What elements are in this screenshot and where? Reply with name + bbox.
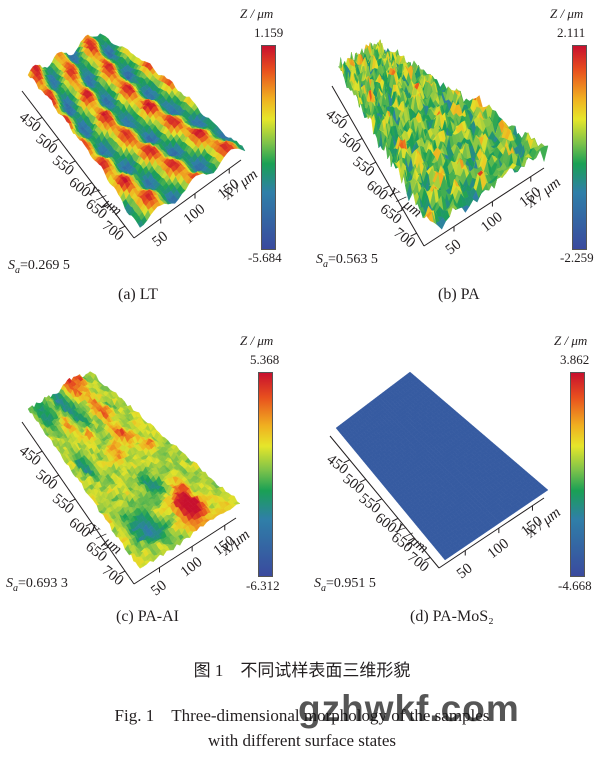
surface-mesh: [337, 38, 549, 230]
x-axis-line: [133, 159, 242, 239]
sa-value: Sa=0.693 3: [6, 576, 68, 594]
sa-value: Sa=0.563 5: [316, 252, 378, 270]
y-axis-line: [331, 85, 425, 247]
y-axis-line: [21, 90, 135, 239]
colorbar-max-value: 5.368: [250, 352, 280, 367]
colorbar: [258, 372, 273, 577]
colorbar-title: Z / μm: [240, 333, 274, 348]
x-axis-title: X / μm: [522, 174, 564, 211]
panel-caption: (c) PA-AI: [116, 608, 179, 625]
panel-pa: 450 500 550 600 650 700 Y / μm 50 100 150 X / μm Z…: [302, 0, 604, 318]
colorbar-min-value: -4.668: [558, 578, 592, 593]
sa-value: Sa=0.951 5: [314, 576, 376, 594]
x-tick-label: 100: [485, 536, 513, 562]
x-tick-label: 100: [181, 201, 209, 227]
colorbar-max-value: 2.111: [557, 25, 586, 40]
colorbar-min-value: -2.259: [560, 250, 594, 265]
y-axis-line: [329, 435, 440, 569]
x-axis-line: [423, 167, 545, 247]
x-tick-label: 100: [478, 209, 506, 235]
panel-caption: (b) PA: [438, 286, 480, 303]
colorbar-title: Z / μm: [550, 6, 584, 21]
colorbar-max-value: 3.862: [560, 352, 590, 367]
x-tick-label: 50: [454, 560, 476, 582]
colorbar: [570, 372, 585, 577]
x-tick-label: 50: [149, 228, 171, 250]
panel-pa-mos2: 450 500 550 600 650 700 Y / μm 50 100 150 X / μm Z…: [302, 330, 604, 648]
colorbar: [572, 45, 587, 250]
x-tick-label: 50: [148, 577, 170, 599]
surface-mesh: [335, 371, 549, 561]
figure-caption-english-line1: Fig. 1 Three-dimensional morphology of t…: [114, 706, 490, 725]
x-tick-label: 50: [443, 236, 465, 258]
panel-caption: (d) PA-MoS₂: [410, 608, 494, 625]
x-axis-title: X / μm: [522, 504, 564, 541]
colorbar-min-value: -6.312: [246, 578, 280, 593]
watermark: gzhwkf.com: [298, 688, 520, 729]
x-axis-title: X / μm: [219, 166, 261, 203]
x-axis-line: [438, 497, 545, 569]
colorbar-min-value: -5.684: [248, 250, 282, 265]
surface-mesh: [27, 371, 241, 569]
colorbar-title: Z / μm: [240, 6, 274, 21]
figure-caption-chinese: 图 1 不同试样表面三维形貌: [193, 661, 411, 680]
panel-lt: 450 500 550 600 650 700 Y / μm 50 100 150 X / μm Z…: [0, 0, 302, 318]
panel-pa-ai: 450 500 550 600 650 700 Y / μm 50 100 150 X/μm Z /…: [0, 330, 302, 648]
figure-caption-english-line2: with different surface states: [207, 731, 397, 750]
colorbar: [261, 45, 276, 250]
sa-value: Sa=0.269 5: [8, 258, 70, 276]
y-axis-line: [21, 421, 135, 585]
x-tick-label: 100: [178, 554, 206, 580]
colorbar-title: Z / μm: [554, 333, 588, 348]
x-axis-line: [133, 517, 237, 585]
surface-mesh: [27, 33, 246, 228]
panel-caption: (a) LT: [118, 286, 158, 303]
colorbar-max-value: 1.159: [254, 25, 284, 40]
